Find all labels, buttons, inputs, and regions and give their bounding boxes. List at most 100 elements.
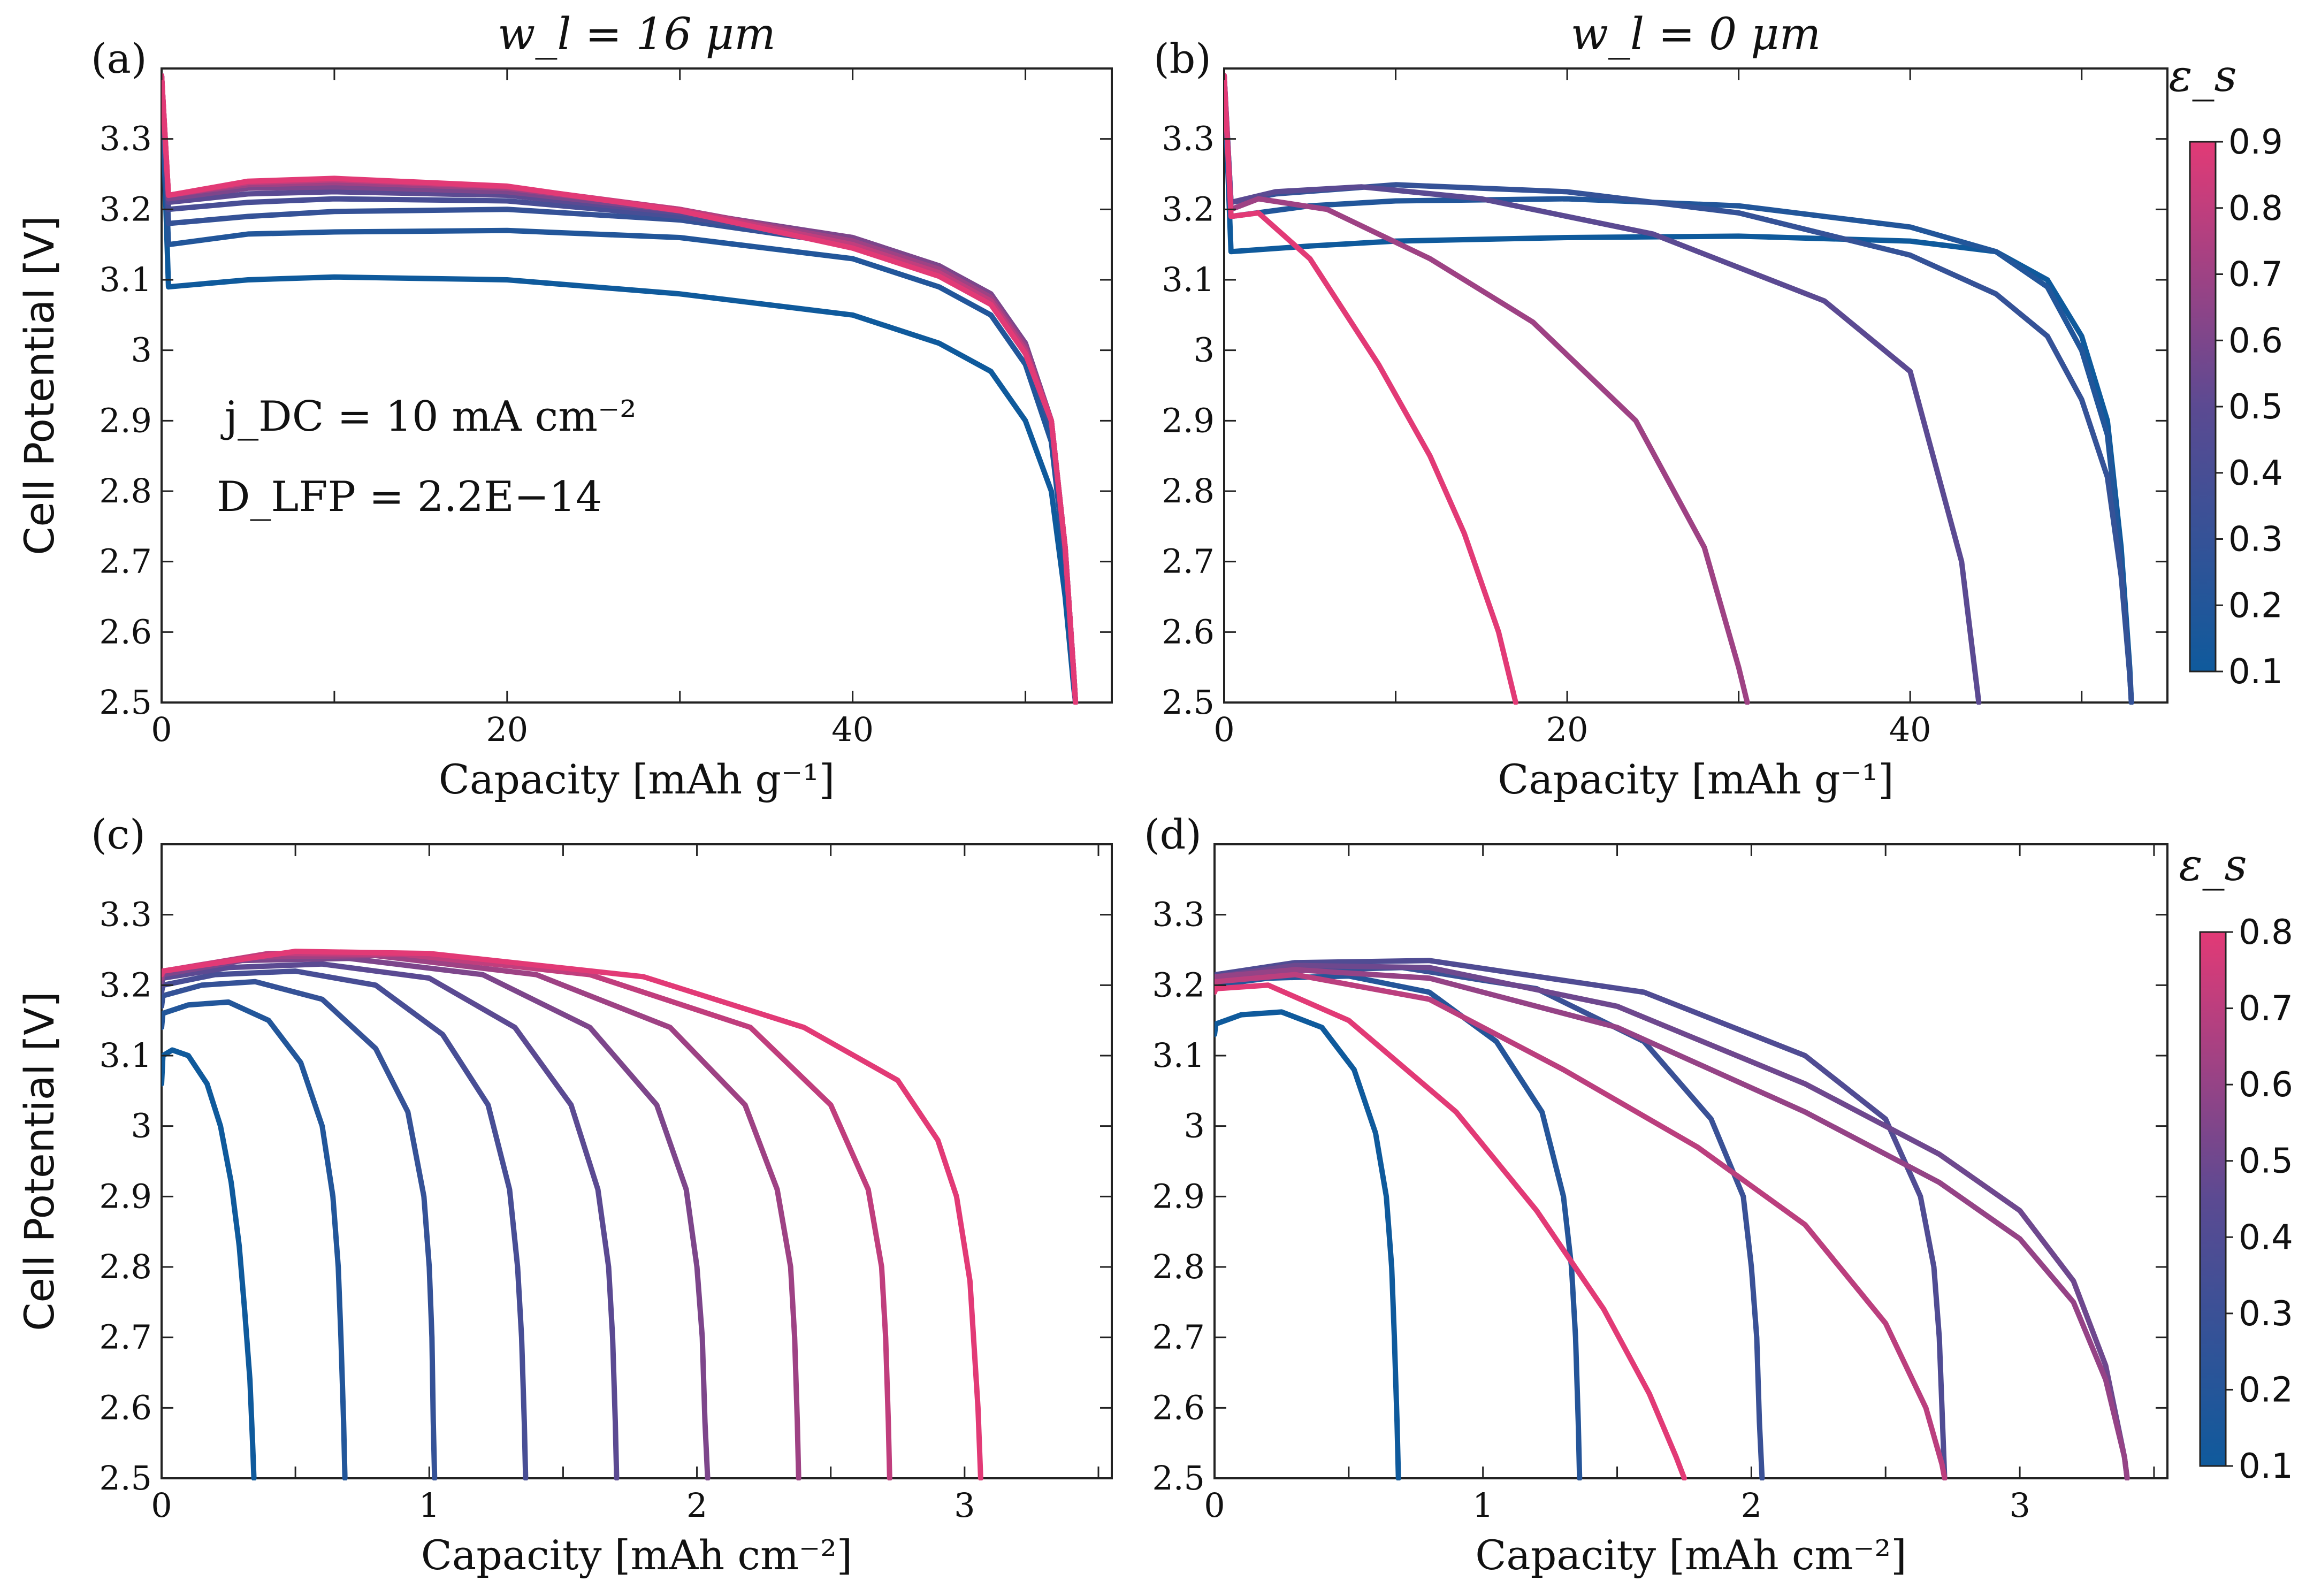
- colorbar-tick-label: 0.6: [2239, 1065, 2293, 1105]
- series-line-c-0: [162, 1047, 257, 1480]
- colorbar-gradient: [2189, 141, 2217, 673]
- y-tick-label: 2.5: [99, 683, 152, 722]
- x-tick-label: 3: [2009, 1486, 2030, 1525]
- x-tick-label: 20: [1546, 710, 1589, 749]
- colorbar-label: ε_s: [2179, 840, 2247, 891]
- y-tick-label: 2.8: [1162, 471, 1215, 510]
- series-line-c-8: [162, 949, 983, 1480]
- colorbar-tick-label: 0.1: [2239, 1447, 2293, 1486]
- colorbar-tick-label: 0.3: [2228, 520, 2283, 560]
- y-tick-label: 2.9: [99, 1177, 152, 1216]
- y-tick-label: 3.1: [99, 1036, 152, 1075]
- x-tick-label: 3: [954, 1486, 975, 1525]
- series-group: [1224, 73, 2134, 705]
- series-line-c-3: [162, 968, 529, 1480]
- series-line-c-2: [162, 979, 438, 1480]
- panel-label: (c): [91, 811, 146, 858]
- panel-label: (d): [1144, 811, 1202, 858]
- colorbar-gradient: [2199, 931, 2227, 1467]
- colorbar-tick-label: 0.8: [2239, 913, 2293, 952]
- panel-label: (b): [1154, 35, 1211, 82]
- series-line-d-2: [1215, 965, 1765, 1480]
- column-title: w_l = 0 μm: [1571, 9, 1821, 60]
- x-tick-label: 0: [1213, 710, 1234, 749]
- colorbar-top: 0.1 0.2 0.3 0.4 0.5 0.6 0.7 0.8 0.9 ε_s: [2168, 51, 2282, 692]
- series-line-d-0: [1215, 1009, 1401, 1480]
- y-tick-label: 2.9: [1162, 401, 1215, 440]
- y-tick-label: 3: [1184, 1106, 1205, 1146]
- series-line-d-6: [1215, 972, 1948, 1480]
- series-line-d-7: [1215, 982, 1687, 1480]
- y-tick-label: 2.7: [1162, 542, 1215, 581]
- x-tick-label: 20: [486, 710, 528, 749]
- x-axis-title: Capacity [mAh g⁻¹]: [1498, 755, 1894, 803]
- panel-a: 2.5 2.6 2.7 2.8 2.9 3 3.1 3.2 3.3 0 20 40 Capacity […: [16, 9, 1113, 803]
- series-line-a-0: [162, 73, 1079, 705]
- colorbar-tick-label: 0.5: [2239, 1142, 2293, 1181]
- panel-c: 2.5 2.6 2.7 2.8 2.9 3 3.1 3.2 3.3 0 1 2 3 Capacity [m…: [16, 811, 1113, 1579]
- series-line-d-5: [1215, 967, 2130, 1480]
- y-tick-label: 2.5: [99, 1458, 152, 1498]
- y-tick-label: 3.2: [99, 965, 152, 1004]
- plot-frame: [161, 843, 1113, 1479]
- colorbar-tick-label: 0.7: [2228, 255, 2283, 295]
- colorbar-tick-label: 0.4: [2228, 454, 2283, 493]
- series-line-b-1: [1224, 73, 2134, 705]
- plot-frame: [161, 67, 1113, 704]
- series-line-d-4: [1215, 963, 2130, 1480]
- series-line-b-5: [1224, 73, 1518, 705]
- panel-b: 2.5 2.6 2.7 2.8 2.9 3 3.1 3.2 3.3 0 20 40 Capacity […: [1154, 9, 2168, 803]
- series-line-a-4: [162, 73, 1079, 705]
- series-line-b-0: [1224, 73, 2134, 705]
- y-tick-label: 2.6: [99, 1388, 152, 1427]
- y-tick-label: 3.3: [99, 895, 152, 934]
- y-tick-label: 2.9: [99, 401, 152, 440]
- y-tick-label: 2.7: [99, 1318, 152, 1357]
- y-tick-label: 3.1: [1162, 260, 1215, 299]
- y-tick-label: 3: [131, 1106, 152, 1146]
- y-tick-label: 3.3: [99, 119, 152, 158]
- colorbar-bottom: 0.1 0.2 0.3 0.4 0.5 0.6 0.7 0.8 ε_s: [2179, 840, 2293, 1486]
- y-tick-label: 2.8: [1152, 1247, 1205, 1286]
- colorbar-label: ε_s: [2168, 51, 2236, 102]
- y-tick-label: 3.3: [1162, 119, 1215, 158]
- y-axis-title: Cell Potential [V]: [16, 991, 63, 1331]
- colorbar-tick-label: 0.4: [2239, 1218, 2293, 1257]
- y-tick-label: 2.8: [99, 1247, 152, 1286]
- series-line-a-3: [162, 73, 1079, 705]
- plot-frame: [1223, 67, 2168, 704]
- series-group: [162, 949, 983, 1480]
- y-tick-label: 3: [131, 331, 152, 370]
- colorbar-tick-label: 0.2: [2228, 586, 2283, 625]
- x-tick-label: 1: [419, 1486, 440, 1525]
- series-line-c-1: [162, 999, 348, 1480]
- y-tick-label: 2.5: [1152, 1458, 1205, 1498]
- colorbar-tick-label: 0.1: [2228, 652, 2283, 692]
- series-line-a-7: [162, 73, 1079, 705]
- colorbar-tick-label: 0.7: [2239, 989, 2293, 1029]
- x-tick-label: 0: [151, 710, 172, 749]
- series-line-d-3: [1215, 958, 1948, 1480]
- x-tick-label: 0: [151, 1486, 172, 1525]
- annotation-dlfp: D_LFP = 2.2E−14: [217, 473, 602, 521]
- colorbar-tick-label: 0.9: [2228, 123, 2283, 162]
- series-line-c-4: [162, 961, 620, 1480]
- series-line-a-6: [162, 73, 1079, 705]
- x-tick-label: 1: [1472, 1486, 1493, 1525]
- y-tick-label: 2.6: [99, 612, 152, 651]
- annotation-jdc: j_DC = 10 mA cm⁻²: [220, 393, 637, 441]
- series-line-b-4: [1224, 73, 1750, 705]
- column-title: w_l = 16 μm: [498, 9, 776, 60]
- x-axis-title: Capacity [mAh cm⁻²]: [421, 1531, 853, 1579]
- series-line-a-1: [162, 73, 1079, 705]
- y-axis-title: Cell Potential [V]: [16, 216, 63, 555]
- series-line-a-2: [162, 73, 1079, 705]
- series-line-b-2: [1224, 73, 2134, 705]
- x-tick-label: 2: [1741, 1486, 1762, 1525]
- y-tick-label: 3.1: [99, 260, 152, 299]
- y-tick-label: 2.8: [99, 471, 152, 510]
- y-tick-label: 3.1: [1152, 1036, 1205, 1075]
- series-group: [1215, 958, 2130, 1480]
- colorbar-tick-label: 0.8: [2228, 189, 2283, 228]
